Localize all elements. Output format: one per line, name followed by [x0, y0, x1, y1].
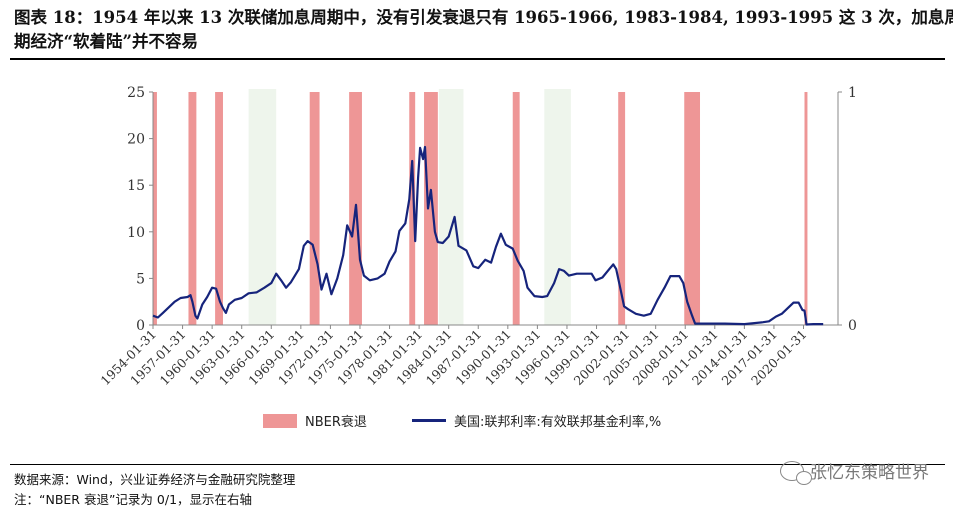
chart: 0510152025011954-01-311957-01-311960-01-…: [98, 85, 857, 388]
footer-note: 注：“NBER 衰退”记录为 0/1，显示在右轴: [14, 492, 253, 507]
chart-legend: NBER衰退 美国:联邦利率:有效联邦基金利率,%: [0, 411, 953, 435]
page-title-line-1: 图表 18：1954 年以来 13 次联储加息周期中，没有引发衰退只有 1965…: [14, 8, 953, 27]
y-left-tick-label: 20: [127, 132, 145, 148]
watermark-text: 张忆东策略世界: [810, 463, 929, 483]
recession-bar: [512, 92, 520, 325]
y-left-tick-label: 10: [127, 225, 145, 241]
recession-bar: [804, 92, 808, 325]
page-title: 图表 18：1954 年以来 13 次联储加息周期中，没有引发衰退只有 1965…: [14, 6, 953, 54]
legend-item-nber: NBER衰退: [263, 411, 367, 430]
recession-bar: [188, 92, 197, 325]
soft-landing-band: [248, 89, 277, 325]
soft-landing-band: [438, 89, 464, 325]
recession-bar: [215, 92, 223, 325]
page-title-line-2: 期经济“软着陆”并不容易: [14, 32, 198, 51]
legend-label-nber: NBER衰退: [305, 415, 367, 430]
legend-swatch-recession: [263, 413, 297, 428]
legend-label-fed-funds: 美国:联邦利率:有效联邦基金利率,%: [454, 415, 662, 430]
footer-divider: [10, 464, 945, 465]
recession-bar: [409, 92, 416, 325]
watermark: 张忆东策略世界: [780, 458, 929, 485]
recession-bar: [153, 92, 157, 325]
legend-swatch-rate: [412, 419, 446, 422]
y-left-tick-label: 0: [136, 318, 145, 334]
legend-item-fed-funds: 美国:联邦利率:有效联邦基金利率,%: [412, 411, 661, 430]
fed-funds-rate-line: [152, 145, 824, 326]
y-right-tick-label: 0: [848, 318, 857, 334]
footer: 数据来源：Wind，兴业证券经济与金融研究院整理 注：“NBER 衰退”记录为 …: [14, 470, 295, 510]
footer-source: 数据来源：Wind，兴业证券经济与金融研究院整理: [14, 472, 296, 487]
soft-landing-band: [544, 89, 571, 325]
y-right-tick-label: 1: [848, 85, 857, 101]
recession-bar: [618, 92, 626, 325]
y-left-tick-label: 25: [127, 85, 145, 101]
wechat-icon: [780, 460, 812, 485]
y-left-tick-label: 15: [127, 178, 145, 194]
recession-bar: [684, 92, 701, 325]
y-left-tick-label: 5: [136, 271, 145, 287]
recession-bar: [309, 92, 320, 325]
recession-bar: [424, 92, 438, 325]
title-divider: [10, 58, 945, 60]
